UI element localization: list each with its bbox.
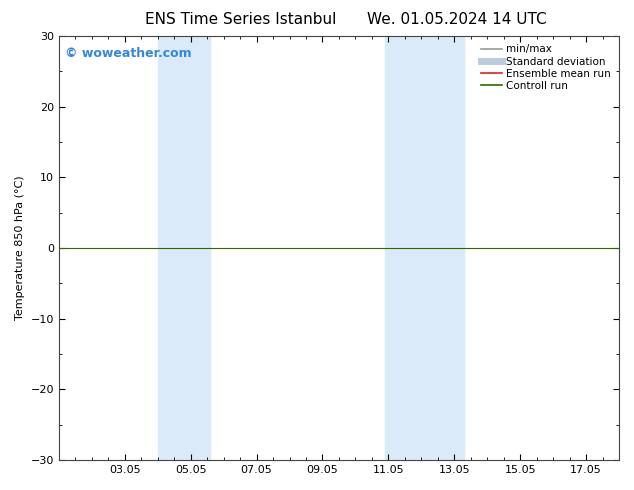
Bar xyxy=(158,36,210,460)
Text: We. 01.05.2024 14 UTC: We. 01.05.2024 14 UTC xyxy=(366,12,547,27)
Bar xyxy=(385,36,464,460)
Text: © woweather.com: © woweather.com xyxy=(65,47,191,60)
Text: ENS Time Series Istanbul: ENS Time Series Istanbul xyxy=(145,12,337,27)
Legend: min/max, Standard deviation, Ensemble mean run, Controll run: min/max, Standard deviation, Ensemble me… xyxy=(478,41,614,94)
Y-axis label: Temperature 850 hPa (°C): Temperature 850 hPa (°C) xyxy=(15,176,25,320)
